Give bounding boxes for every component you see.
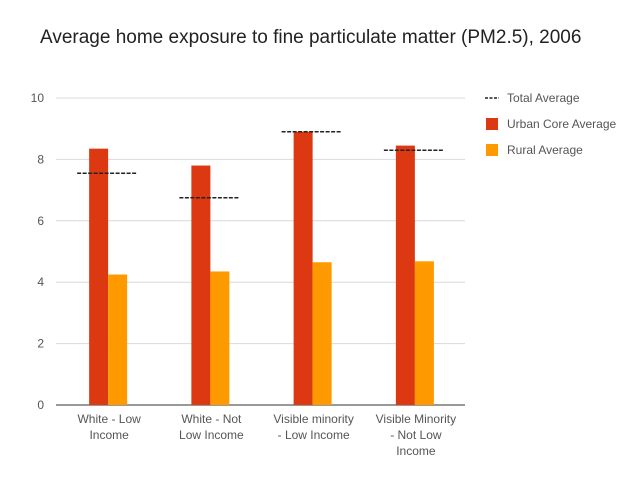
category-label: Income — [89, 428, 129, 442]
y-tick-label: 6 — [37, 214, 44, 228]
legend-swatch-rural — [486, 144, 498, 156]
legend: Total Average Urban Core Average Rural Ave… — [485, 91, 617, 157]
urban-core-bar — [191, 165, 211, 405]
rural-bar — [108, 274, 128, 405]
total-average-markers — [77, 131, 444, 199]
category-label: Visible minority — [273, 412, 353, 426]
urban-core-bar — [89, 148, 109, 405]
urban-core-bar — [395, 145, 415, 405]
legend-swatch-urban-core — [486, 118, 498, 130]
category-label: - Not Low — [390, 428, 442, 442]
legend-label-total-average: Total Average — [507, 91, 580, 105]
y-tick-label: 10 — [31, 91, 45, 105]
y-tick-label: 4 — [37, 275, 44, 289]
chart-title: Average home exposure to fine particulat… — [40, 27, 582, 48]
y-axis-ticks: 0 2 4 6 8 10 — [31, 91, 45, 412]
rural-bar — [312, 262, 332, 405]
category-label: Income — [396, 444, 436, 458]
category-label: White - Not — [181, 412, 242, 426]
category-label: White - Low — [77, 412, 141, 426]
y-tick-label: 2 — [37, 337, 44, 351]
category-label: - Low Income — [278, 428, 350, 442]
y-tick-label: 0 — [37, 398, 44, 412]
rural-bar — [414, 261, 434, 405]
y-tick-label: 8 — [37, 152, 44, 166]
bars — [89, 131, 434, 405]
rural-bar — [210, 271, 230, 405]
category-labels: White - Low Income White - Not Low Income Vi… — [77, 412, 456, 458]
legend-label-rural: Rural Average — [507, 143, 583, 157]
urban-core-bar — [293, 131, 313, 405]
category-label: Visible Minority — [376, 412, 456, 426]
legend-label-urban-core: Urban Core Average — [507, 117, 617, 131]
category-label: Low Income — [179, 428, 244, 442]
